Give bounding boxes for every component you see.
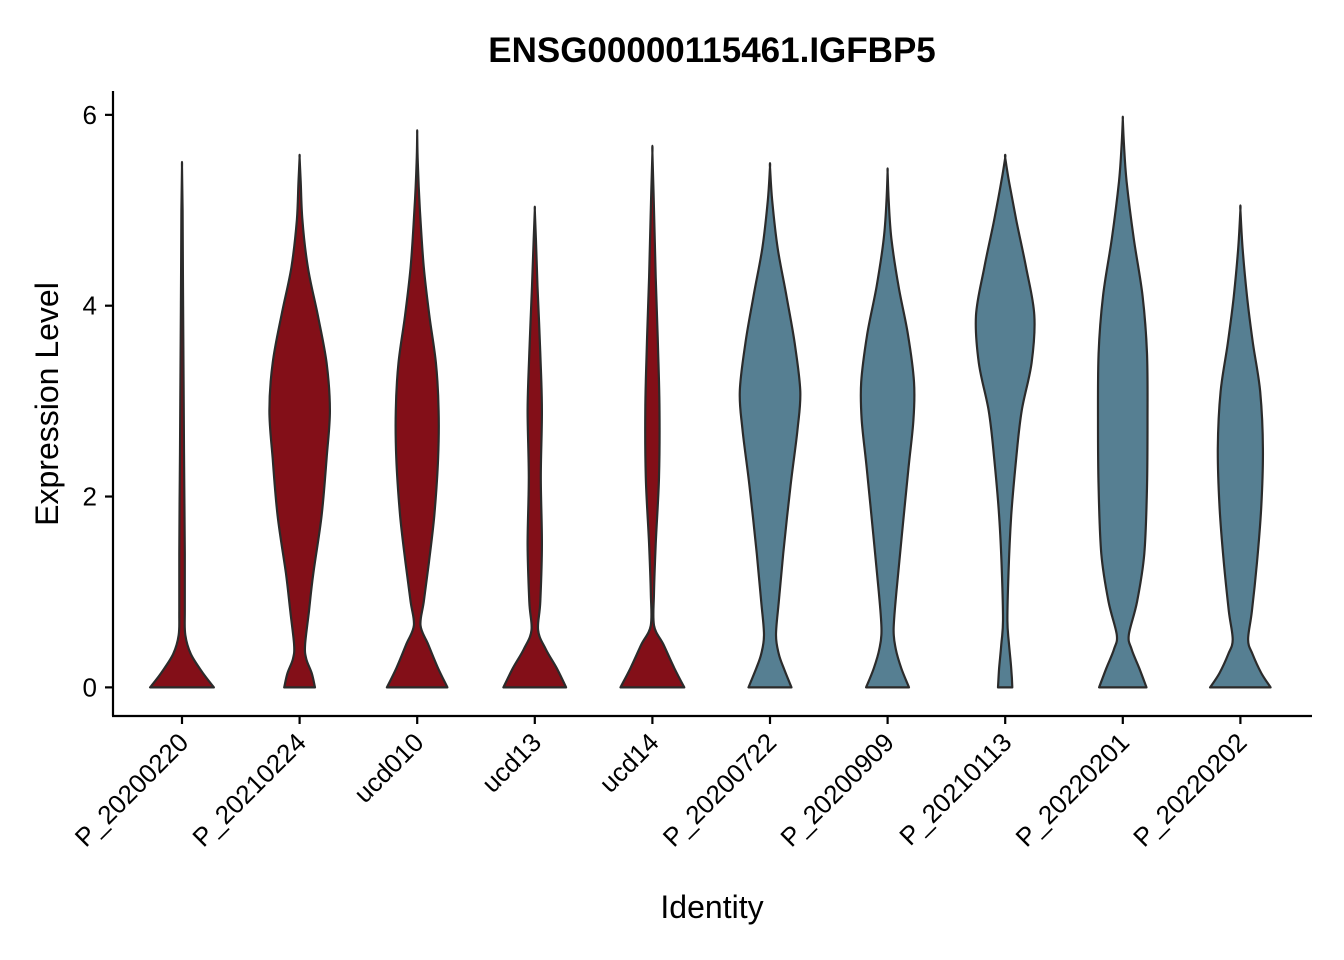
x-axis-label: Identity (660, 889, 763, 925)
violin-P_20200909 (859, 167, 916, 689)
violins-group (149, 115, 1272, 689)
violin-ucd010 (385, 129, 449, 689)
y-axis-label: Expression Level (29, 282, 65, 526)
y-tick-label: 6 (83, 100, 97, 130)
y-tick-label: 4 (83, 291, 97, 321)
violin-P_20210224 (268, 153, 331, 689)
y-tick-label: 2 (83, 482, 97, 512)
x-tick-label: P_20220201 (1010, 727, 1136, 853)
x-tick-label: P_20210113 (893, 727, 1017, 851)
x-tick-label: ucd010 (348, 727, 430, 809)
violin-P_20220201 (1096, 115, 1149, 689)
x-tick-label: P_20210224 (186, 727, 312, 853)
y-ticks-group: 0 2 4 6 (83, 100, 113, 702)
violin-P_20200722 (738, 162, 802, 689)
x-tick-label: P_20200722 (657, 727, 783, 853)
violin-P_20210113 (974, 153, 1036, 689)
violin-ucd14 (619, 144, 686, 689)
y-tick-label: 0 (83, 672, 97, 702)
x-tick-label: P_20200909 (774, 727, 900, 853)
chart-title: ENSG00000115461.IGFBP5 (488, 31, 936, 70)
x-tick-label: ucd13 (476, 727, 547, 798)
x-tick-label: P_20200220 (69, 727, 195, 853)
violin-P_20220202 (1209, 204, 1272, 689)
violin-P_20200220 (149, 160, 215, 689)
x-tick-label: P_20220202 (1127, 727, 1253, 853)
violin-ucd13 (502, 205, 568, 689)
x-tick-label: ucd14 (593, 727, 664, 798)
